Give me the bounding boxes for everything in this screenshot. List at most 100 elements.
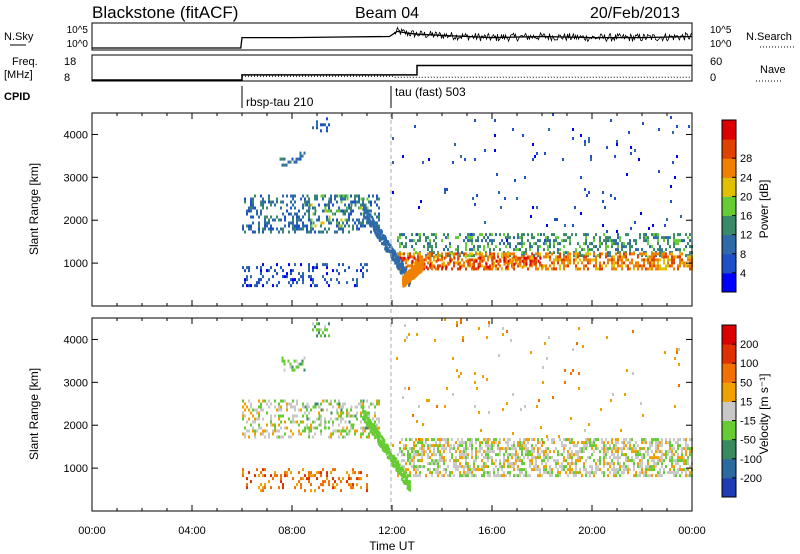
heatmap-cell (322, 263, 324, 267)
heatmap-cell (525, 444, 527, 448)
heatmap-cell (324, 423, 326, 427)
heatmap-cell (563, 264, 565, 268)
heatmap-cell (415, 261, 417, 265)
heatmap-cell (675, 450, 677, 454)
heatmap-cell (280, 405, 282, 409)
heatmap-cell (435, 441, 437, 445)
heatmap-cell (513, 468, 515, 472)
heatmap-cell (503, 242, 505, 246)
heatmap-cell (531, 456, 533, 460)
heatmap-cell (299, 151, 302, 155)
heatmap-cell (328, 215, 331, 219)
heatmap-cell (575, 465, 577, 469)
heatmap-cell (503, 256, 506, 260)
heatmap-cell (435, 462, 437, 466)
heatmap-cell (671, 255, 673, 259)
heatmap-cell (401, 263, 404, 267)
heatmap-cell (509, 462, 511, 466)
heatmap-cell (619, 474, 621, 478)
heatmap-cell (507, 453, 509, 457)
heatmap-cell (280, 399, 282, 403)
heatmap-cell (362, 272, 364, 276)
heatmap-cell (314, 432, 316, 436)
heatmap-cell (393, 258, 396, 262)
heatmap-cell (465, 236, 467, 240)
heatmap-cell (599, 450, 601, 454)
freq-left-label-top: Freq. (12, 56, 38, 68)
heatmap-cell (374, 425, 377, 429)
heatmap-cell (630, 152, 632, 155)
heatmap-cell (494, 149, 496, 152)
heatmap-cell (242, 405, 244, 409)
heatmap-cell (471, 456, 473, 460)
heatmap-cell (489, 255, 491, 259)
heatmap-cell (422, 161, 424, 164)
heatmap-cell (338, 272, 340, 276)
heatmap-cell (635, 447, 637, 451)
heatmap-cell (314, 284, 316, 288)
noise-right-tick-top: 10^5 (710, 25, 732, 36)
heatmap-cell (316, 284, 318, 288)
heatmap-cell (494, 134, 496, 137)
heatmap-cell (659, 444, 661, 448)
heatmap-cell (631, 438, 633, 442)
heatmap-cell (621, 441, 623, 445)
heatmap-cell (521, 245, 523, 249)
time-axis-ticks: 00:00 04:00 08:00 12:00 16:00 20:00 00:00 (78, 525, 706, 537)
heatmap-cell (306, 402, 309, 406)
heatmap-cell (678, 384, 680, 387)
heatmap-cell (286, 408, 288, 412)
heatmap-cell (469, 444, 471, 448)
heatmap-cell (340, 417, 342, 421)
heatmap-cell (677, 239, 679, 243)
heatmap-cell (472, 197, 474, 200)
heatmap-cell (304, 224, 306, 228)
heatmap-cell (389, 243, 392, 247)
heatmap-cell (457, 438, 459, 442)
heatmap-cell (449, 261, 451, 265)
heatmap-cell (413, 474, 415, 478)
heatmap-cell (326, 272, 328, 276)
heatmap-cell (322, 194, 325, 198)
heatmap-cell (316, 126, 318, 130)
heatmap-cell (336, 194, 338, 198)
heatmap-cell (376, 215, 378, 219)
heatmap-cell (611, 245, 613, 249)
heatmap-cell (270, 486, 272, 490)
heatmap-cell (515, 456, 517, 460)
heatmap-cell (629, 267, 631, 271)
heatmap-cell (457, 248, 459, 252)
heatmap-cell (425, 265, 428, 269)
heatmap-cell (455, 459, 457, 463)
heatmap-cell (381, 242, 383, 246)
heatmap-cell (342, 230, 344, 234)
heatmap-cell (572, 224, 574, 227)
heatmap-cell (630, 146, 632, 149)
heatmap-cell (565, 264, 567, 268)
heatmap-cell (523, 456, 525, 460)
heatmap-cell (621, 465, 623, 469)
heatmap-cell (413, 456, 415, 460)
heatmap-cell (543, 242, 545, 246)
heatmap-cell (511, 447, 513, 451)
heatmap-cell (348, 215, 350, 219)
heatmap-cell (419, 474, 421, 478)
heatmap-cell (485, 453, 487, 457)
heatmap-cell (605, 264, 607, 268)
heatmap-cell (427, 256, 430, 260)
heatmap-cell (633, 267, 635, 271)
heatmap-cell (585, 468, 587, 472)
heatmap-cell (669, 236, 671, 240)
heatmap-cell (443, 468, 445, 472)
heatmap-cell (306, 194, 309, 198)
heatmap-cell (687, 474, 689, 478)
heatmap-cell (457, 262, 460, 266)
heatmap-cell (435, 444, 437, 448)
heatmap-cell (679, 252, 681, 256)
heatmap-cell (523, 256, 526, 260)
heatmap-cell (350, 405, 353, 409)
freq-left-label-bottom: [MHz] (4, 69, 33, 81)
heatmap-cell (292, 194, 294, 198)
heatmap-cell (363, 204, 365, 208)
heatmap-cell (264, 483, 266, 487)
